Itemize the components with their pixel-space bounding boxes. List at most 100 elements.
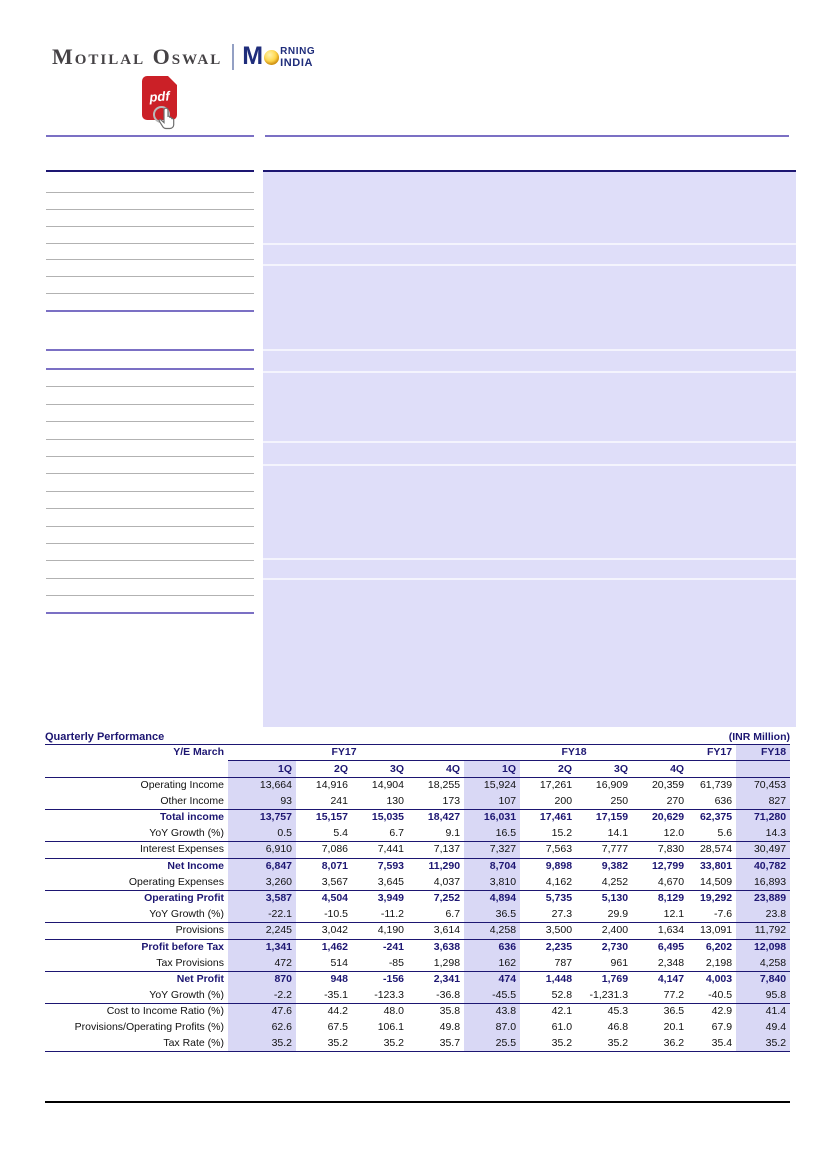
table-cell: 2,245	[228, 922, 296, 940]
table-cell: -1,231.3	[589, 988, 629, 1001]
redacted-text-line	[46, 543, 254, 544]
row-label: YoY Growth (%)	[149, 907, 224, 920]
quarter-header: 1Q	[464, 760, 521, 778]
table-cell: 4,162	[545, 875, 573, 888]
table-cell: 3,260	[228, 874, 296, 891]
footer-divider	[45, 1101, 790, 1103]
table-cell: 12.0	[663, 826, 685, 839]
hand-cursor-icon	[158, 107, 175, 130]
table-cell: 35.7	[408, 1035, 465, 1053]
quarter-header: 3Q	[576, 760, 633, 778]
table-cell: 35.4	[688, 1035, 737, 1053]
table-cell: 19,292	[688, 890, 737, 907]
table-cell: 12,799	[632, 857, 689, 875]
table-cell: 7,441	[352, 841, 408, 859]
table-cell: 7,252	[408, 890, 465, 907]
table-cell: 474	[464, 971, 521, 988]
quarter-header: 2Q	[296, 760, 352, 778]
table-cell: 9,382	[576, 857, 633, 875]
table-cell: 18,427	[408, 809, 465, 826]
table-cell: 7,327	[464, 841, 521, 859]
table-cell: 14,904	[371, 779, 404, 791]
table-cell: 4,037	[433, 875, 461, 888]
table-cell: 14,509	[699, 875, 733, 888]
pdf-label: pdf	[148, 88, 171, 105]
table-cell: 3,042	[296, 922, 352, 940]
quarterly-performance-section: Quarterly Performance (INR Million) Y/E …	[45, 731, 791, 1053]
redacted-text-line	[46, 491, 254, 492]
table-cell: 62.6	[228, 1019, 296, 1036]
table-cell: 61.0	[551, 1020, 573, 1033]
table-cell: -35.1	[324, 988, 348, 1001]
table-cell: -36.8	[436, 988, 461, 1001]
group-header-row: Y/E March FY17 FY18 FY17 FY18	[45, 745, 791, 761]
redacted-text-line	[46, 368, 254, 370]
table-cell: 16,909	[595, 779, 629, 791]
redacted-text-line	[46, 421, 254, 422]
table-cell: 4,190	[352, 922, 408, 940]
annual-header-fy17: FY17	[688, 745, 737, 761]
table-row: Operating Profit 3,587 4,504 3,949 7,252 4,89…	[45, 890, 791, 907]
redacted-text-line	[265, 135, 789, 137]
quarter-header: 2Q	[520, 760, 577, 778]
pdf-attachment[interactable]: pdf	[140, 74, 192, 130]
table-cell: 29.9	[607, 907, 629, 920]
annual-header-fy18: FY18	[736, 745, 791, 761]
table-cell: 27.3	[551, 907, 573, 920]
table-cell: 3,587	[228, 890, 296, 907]
table-cell: 47.6	[228, 1003, 296, 1020]
table-cell: 7,840	[736, 971, 791, 988]
table-cell: 16,893	[736, 874, 791, 891]
row-label: Tax Rate (%)	[45, 1035, 228, 1053]
table-cell: 17,159	[576, 809, 633, 826]
table-cell: 870	[228, 971, 296, 988]
redacted-text-line	[46, 578, 254, 579]
table-cell: 49.4	[736, 1019, 791, 1036]
table-cell: 4,670	[657, 875, 685, 888]
table-cell: 48.0	[352, 1003, 408, 1020]
table-cell: 250	[610, 794, 629, 807]
table-cell: 636	[714, 794, 733, 807]
table-title-row: Quarterly Performance (INR Million)	[45, 731, 790, 745]
table-cell: 35.2	[520, 1035, 577, 1053]
table-cell: 35.2	[736, 1035, 791, 1053]
row-label: Operating Profit	[45, 890, 228, 907]
quarter-header: 3Q	[352, 760, 408, 778]
table-cell: 14,916	[315, 779, 348, 791]
table-cell: 18,255	[427, 779, 461, 791]
table-cell: -156	[352, 971, 408, 988]
table-cell: 35.2	[228, 1035, 296, 1053]
table-cell: 6,495	[632, 938, 689, 956]
table-row: Tax Provisions 472 514 -85 1,298 162 787 961 2,3…	[45, 955, 791, 972]
morning-m-letter: M	[242, 42, 264, 71]
table-cell: 2,341	[408, 971, 465, 988]
morning-bottom-text: INDIA	[280, 56, 314, 69]
table-cell: 36.2	[632, 1035, 689, 1053]
table-cell: 3,614	[408, 922, 465, 940]
table-cell: 15,157	[296, 809, 352, 826]
table-cell: 7,777	[576, 841, 633, 859]
table-cell: -40.5	[708, 988, 733, 1001]
table-cell: 35.2	[296, 1035, 352, 1053]
table-cell: 1,341	[228, 938, 296, 956]
row-label: Cost to Income Ratio (%)	[45, 1003, 228, 1020]
content-placeholder-panel	[263, 170, 796, 727]
table-row: Provisions/Operating Profits (%) 62.6 67.5…	[45, 1019, 791, 1036]
table-cell: 36.5	[464, 906, 521, 923]
table-cell: 173	[442, 794, 461, 807]
brand-header: Motilal Oswal M RNING INDIA	[52, 44, 315, 70]
panel-row-separator	[263, 578, 796, 580]
table-cell: 17,261	[539, 779, 573, 791]
table-cell: 13,664	[228, 777, 296, 794]
table-cell: 23.8	[736, 906, 791, 923]
table-cell: 7,830	[632, 841, 689, 859]
table-row: Provisions 2,245 3,042 4,190 3,614 4,258 3,500…	[45, 922, 791, 940]
table-cell: 14.3	[736, 825, 791, 842]
table-cell: 13,757	[228, 809, 296, 826]
table-cell: 162	[464, 955, 521, 972]
table-row: YoY Growth (%) 0.5 5.4 6.7 9.1 16.5 15.2 14.1 12…	[45, 825, 791, 842]
table-row: Other Income 93 241 130 173 107 200 250 270 636 82…	[45, 793, 791, 810]
table-cell: 827	[736, 793, 791, 810]
redacted-text-line	[46, 276, 254, 277]
redacted-text-line	[46, 560, 254, 561]
